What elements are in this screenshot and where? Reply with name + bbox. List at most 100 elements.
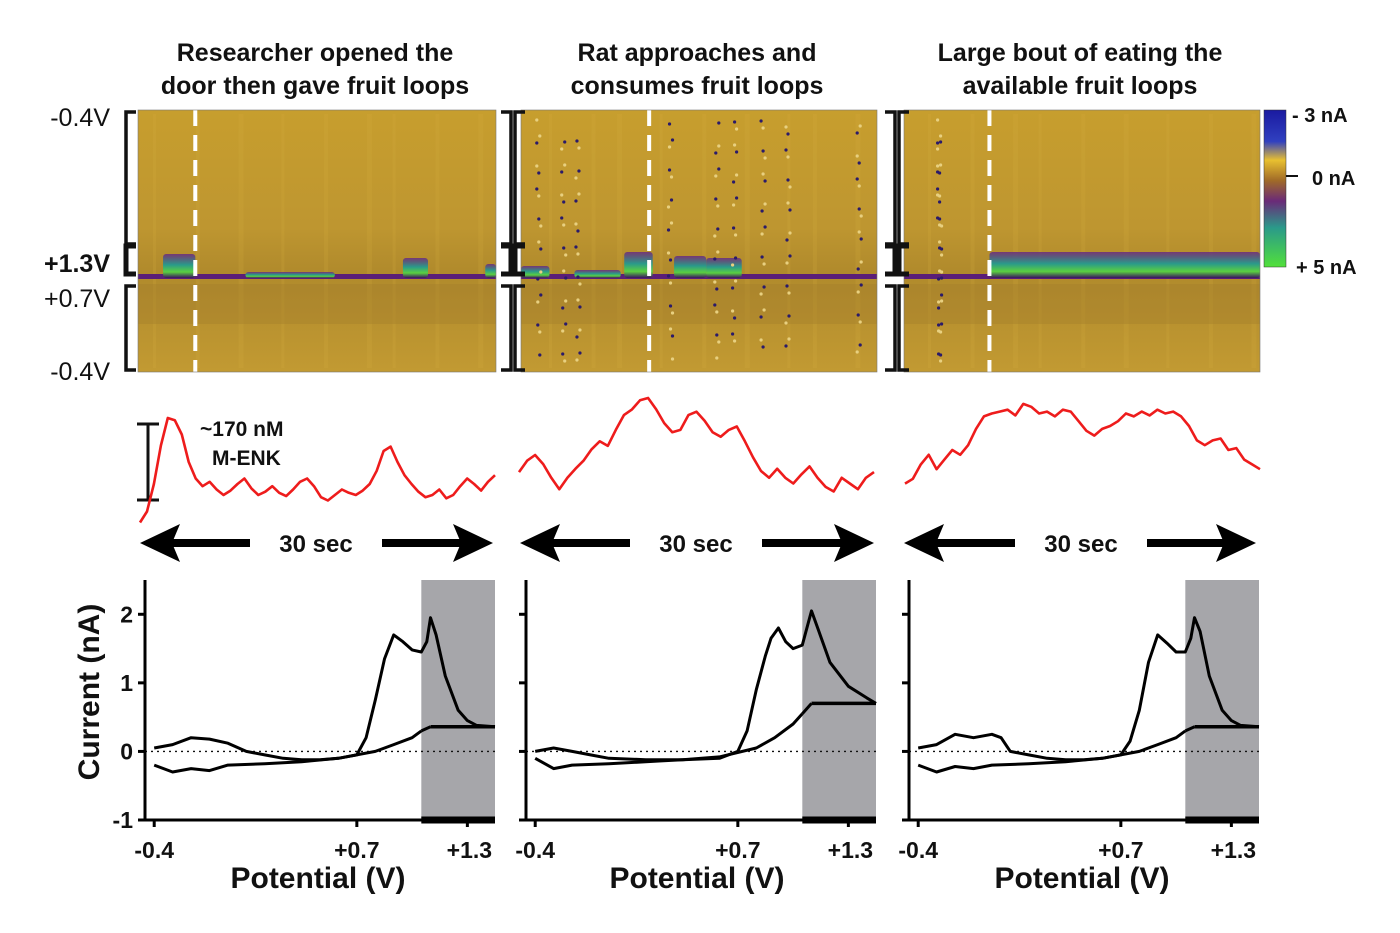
scale-label-concentration: ~170 nM — [200, 418, 283, 441]
noise-speckle — [715, 356, 719, 360]
duration-arrow-left-head — [520, 524, 560, 562]
noise-speckle — [578, 305, 582, 309]
noise-speckle — [578, 328, 582, 332]
voltage-label-top: -0.4V — [50, 104, 110, 132]
color-plot-stripe — [238, 114, 244, 368]
noise-speckle — [537, 194, 541, 198]
noise-speckle — [940, 299, 944, 303]
noise-speckle — [855, 131, 859, 135]
noise-speckle — [669, 175, 674, 179]
noise-speckle — [732, 180, 736, 184]
cv-anodic-sweep — [153, 616, 496, 762]
noise-speckle — [561, 352, 565, 356]
voltage-bracket — [124, 110, 136, 246]
cv-x-axis-title-1: Potential (V) — [230, 862, 405, 895]
noise-speckle — [760, 232, 764, 236]
noise-speckle — [576, 229, 580, 233]
noise-speckle — [561, 306, 565, 310]
cv-plot-3: -0.4 +0.7 +1.3 — [898, 580, 1260, 863]
color-plot-lower-shade — [904, 284, 1260, 324]
noise-speckle — [574, 199, 578, 203]
noise-speckle — [735, 150, 739, 154]
noise-speckle — [855, 154, 859, 158]
duration-label: 30 sec — [1044, 531, 1117, 558]
noise-speckle — [936, 187, 940, 191]
color-plot-band-signal — [163, 254, 196, 278]
noise-speckle — [938, 269, 942, 273]
color-plot-stripe — [744, 114, 750, 368]
concentration-scale-bar: ~170 nM M-ENK — [137, 418, 283, 502]
noise-speckle — [538, 353, 542, 357]
noise-speckle — [670, 357, 675, 361]
noise-speckle — [535, 118, 539, 122]
noise-speckle — [788, 254, 792, 258]
noise-speckle — [562, 246, 566, 250]
noise-speckle — [538, 134, 542, 138]
cv-y-axis-title: Current (nA) — [73, 604, 106, 781]
noise-speckle — [937, 323, 941, 327]
noise-speckle — [717, 121, 721, 125]
color-plots — [123, 109, 1261, 373]
noise-speckle — [574, 176, 578, 180]
noise-speckle — [855, 177, 859, 181]
noise-speckle — [937, 352, 941, 356]
noise-speckle — [714, 197, 718, 201]
noise-speckle — [536, 323, 540, 327]
noise-speckle — [666, 228, 671, 232]
cv-x-tick-label: +0.7 — [715, 837, 760, 863]
color-plot-stripe — [617, 114, 623, 368]
voltage-label-mid: +0.7V — [44, 285, 110, 313]
noise-speckle — [535, 141, 539, 145]
color-plot-stripe — [1251, 114, 1257, 368]
cv-x-tick-label: +1.3 — [828, 837, 873, 863]
noise-speckle — [856, 290, 860, 294]
noise-speckle — [787, 291, 791, 295]
color-plot-stripe — [702, 114, 707, 368]
color-plot-stripe — [281, 114, 285, 368]
cv-y-tick-label: 1 — [120, 670, 133, 696]
voltage-bracket — [897, 284, 909, 372]
duration-arrow-2: 30 sec — [520, 524, 874, 562]
noise-speckle — [731, 263, 735, 267]
cv-y-tick-label: 0 — [120, 738, 133, 764]
noise-speckle — [713, 257, 717, 261]
color-plot-band-signal — [521, 266, 550, 278]
color-plot-band-signal — [402, 258, 428, 278]
noise-speckle — [936, 118, 940, 122]
color-plot-frame — [903, 109, 1261, 373]
noise-speckle — [859, 260, 863, 264]
panel-1-title: Researcher opened the door then gave fru… — [161, 39, 469, 100]
cv-x-tick-label: +0.7 — [334, 837, 379, 863]
noise-speckle — [560, 193, 564, 197]
noise-speckle — [940, 253, 944, 257]
duration-label: 30 sec — [659, 531, 732, 558]
panel-1-title-line-2: door then gave fruit loops — [161, 72, 469, 100]
color-plot-stripe — [1038, 114, 1042, 368]
color-plot-band-signal — [989, 252, 1260, 278]
color-plot-band-signal — [574, 270, 621, 278]
noise-speckle — [716, 250, 720, 254]
noise-speckle — [937, 306, 941, 310]
noise-speckle — [788, 231, 792, 235]
noise-speckle — [574, 222, 578, 226]
scale-label-analyte: M-ENK — [212, 447, 281, 470]
concentration-traces — [138, 396, 1261, 524]
colorbar: - 3 nA 0 nA + 5 nA — [1263, 105, 1357, 279]
noise-speckle — [788, 208, 792, 212]
color-plot-lower-shade — [138, 284, 496, 324]
noise-speckle — [785, 238, 789, 242]
noise-speckle — [576, 252, 580, 256]
noise-speckle — [562, 269, 566, 273]
noise-speckle — [936, 147, 940, 151]
noise-speckle — [562, 223, 566, 227]
noise-speckle — [576, 298, 580, 302]
noise-speckle — [538, 330, 542, 334]
cv-x-tick-label: -0.4 — [898, 837, 938, 863]
noise-speckle — [938, 240, 942, 244]
voltage-bracket — [885, 243, 898, 277]
noise-speckle — [936, 164, 940, 168]
noise-speckle — [940, 293, 944, 297]
noise-speckle — [786, 132, 790, 136]
noise-speckle — [713, 234, 717, 238]
